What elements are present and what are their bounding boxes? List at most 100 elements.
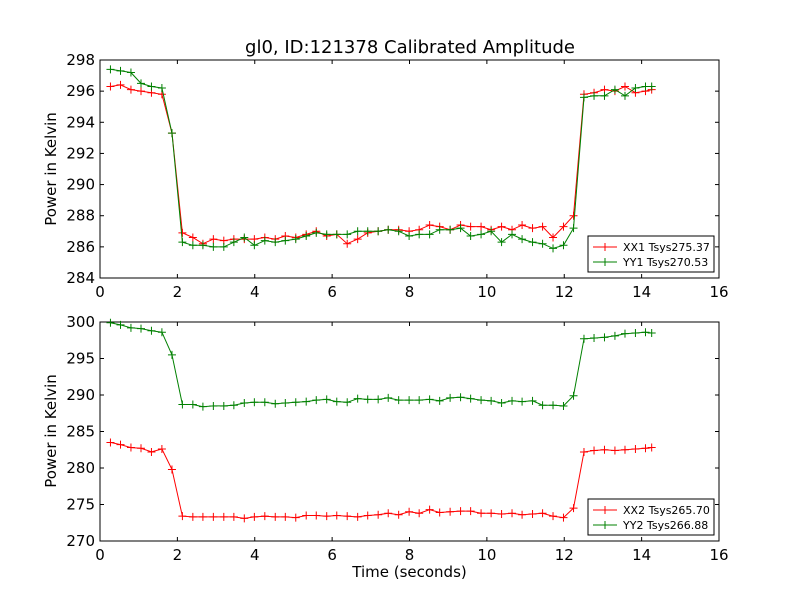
top-data-point-marker bbox=[569, 211, 578, 220]
bottom-data-point-marker bbox=[508, 396, 517, 405]
bottom-data-point-marker bbox=[126, 323, 135, 332]
top-data-point-marker bbox=[456, 224, 465, 233]
bottom-data-point-marker bbox=[126, 443, 135, 452]
bottom-data-point-marker bbox=[538, 509, 547, 518]
top-y-tick-label: 292 bbox=[66, 144, 95, 162]
top-y-tick-label: 294 bbox=[66, 113, 95, 131]
bottom-data-point-marker bbox=[116, 440, 125, 449]
top-x-tick-label: 14 bbox=[632, 283, 651, 301]
bottom-data-point-marker bbox=[116, 320, 125, 329]
top-data-point-marker bbox=[620, 91, 629, 100]
top-data-point-marker bbox=[106, 65, 115, 74]
bottom-x-tick-label: 14 bbox=[632, 546, 651, 564]
bottom-data-point-marker bbox=[435, 396, 444, 405]
top-data-point-marker bbox=[435, 225, 444, 234]
bottom-data-point-marker bbox=[579, 334, 588, 343]
bottom-data-point-marker bbox=[466, 507, 475, 516]
bottom-data-point-marker bbox=[312, 511, 321, 520]
bottom-data-point-marker bbox=[384, 509, 393, 518]
bottom-data-point-marker bbox=[260, 512, 269, 521]
bottom-data-point-marker bbox=[641, 328, 650, 337]
bottom-data-point-marker bbox=[631, 445, 640, 454]
top-data-point-marker bbox=[405, 231, 414, 240]
bottom-data-point-marker bbox=[435, 508, 444, 517]
top-data-point-marker bbox=[384, 225, 393, 234]
bottom-data-point-marker bbox=[456, 507, 465, 516]
top-data-point-marker bbox=[353, 235, 362, 244]
bottom-data-point-marker bbox=[157, 445, 166, 454]
top-data-point-marker bbox=[538, 239, 547, 248]
bottom-data-point-marker bbox=[240, 514, 249, 523]
bottom-data-point-marker bbox=[559, 401, 568, 410]
bottom-data-point-marker bbox=[188, 512, 197, 521]
top-panel: 0 2 4 6 8 10 12 14 16 284 286 288 290 292 294 296 298 Pow… bbox=[42, 51, 729, 301]
bottom-data-point-marker bbox=[353, 394, 362, 403]
bottom-legend-marker bbox=[601, 506, 609, 514]
bottom-data-point-marker bbox=[487, 509, 496, 518]
top-data-point-marker bbox=[353, 227, 362, 236]
bottom-data-point-marker bbox=[229, 401, 238, 410]
top-x-tick-label: 6 bbox=[327, 283, 337, 301]
bottom-data-point-marker bbox=[343, 398, 352, 407]
bottom-data-point-marker bbox=[610, 331, 619, 340]
bottom-data-point-marker bbox=[271, 399, 280, 408]
top-legend-marker bbox=[601, 243, 609, 251]
bottom-data-point-marker bbox=[167, 350, 176, 359]
top-data-point-marker bbox=[188, 233, 197, 242]
top-data-point-marker bbox=[466, 231, 475, 240]
top-data-point-marker bbox=[374, 227, 383, 236]
top-data-point-marker bbox=[281, 236, 290, 245]
top-data-point-marker bbox=[312, 228, 321, 237]
bottom-data-point-marker bbox=[425, 395, 434, 404]
top-data-point-marker bbox=[147, 82, 156, 91]
bottom-data-point-marker bbox=[590, 446, 599, 455]
bottom-data-point-marker bbox=[415, 396, 424, 405]
bottom-legend: XX2 Tsys265.70 YY2 Tsys266.88 bbox=[587, 498, 715, 536]
bottom-data-point-marker bbox=[363, 511, 372, 520]
bottom-data-point-marker bbox=[312, 396, 321, 405]
top-data-point-marker bbox=[219, 242, 228, 251]
top-data-point-marker bbox=[477, 230, 486, 239]
top-data-point-marker bbox=[271, 238, 280, 247]
bottom-data-point-marker bbox=[559, 513, 568, 522]
bottom-data-point-marker bbox=[497, 399, 506, 408]
bottom-data-point-marker bbox=[538, 401, 547, 410]
top-data-point-marker bbox=[250, 241, 259, 250]
bottom-x-tick-label: 0 bbox=[95, 546, 105, 564]
bottom-data-point-marker bbox=[477, 396, 486, 405]
top-data-point-marker bbox=[559, 241, 568, 250]
top-data-point-marker bbox=[559, 222, 568, 231]
bottom-data-point-marker bbox=[518, 510, 527, 519]
bottom-data-point-marker bbox=[240, 399, 249, 408]
bottom-data-point-marker bbox=[147, 326, 156, 335]
top-data-point-marker bbox=[126, 85, 135, 94]
bottom-y-tick-label: 270 bbox=[66, 532, 95, 550]
bottom-data-point-marker bbox=[281, 399, 290, 408]
top-data-point-marker bbox=[497, 238, 506, 247]
top-data-point-marker bbox=[600, 91, 609, 100]
top-data-point-marker bbox=[116, 80, 125, 89]
bottom-data-point-marker bbox=[647, 443, 656, 452]
bottom-data-point-marker bbox=[343, 512, 352, 521]
bottom-x-tick-label: 8 bbox=[405, 546, 415, 564]
top-legend: XX1 Tsys275.37 YY1 Tsys270.53 bbox=[587, 235, 715, 273]
bottom-y-tick-label: 285 bbox=[66, 423, 95, 441]
top-data-point-marker bbox=[291, 235, 300, 244]
top-data-point-marker bbox=[178, 228, 187, 237]
bottom-data-point-marker bbox=[322, 512, 331, 521]
bottom-data-point-marker bbox=[528, 509, 537, 518]
bottom-data-point-marker bbox=[229, 512, 238, 521]
top-data-point-marker bbox=[620, 82, 629, 91]
top-y-tick-label: 284 bbox=[66, 269, 95, 287]
bottom-x-tick-label: 2 bbox=[173, 546, 183, 564]
top-data-point-marker bbox=[116, 66, 125, 75]
bottom-data-point-marker bbox=[405, 507, 414, 516]
bottom-data-point-marker bbox=[549, 401, 558, 410]
bottom-data-point-marker bbox=[322, 395, 331, 404]
bottom-data-point-marker bbox=[569, 504, 578, 513]
top-data-point-marker bbox=[209, 235, 218, 244]
bottom-data-point-marker bbox=[250, 398, 259, 407]
bottom-data-point-marker bbox=[271, 512, 280, 521]
bottom-data-point-marker bbox=[497, 509, 506, 518]
top-data-point-marker bbox=[518, 235, 527, 244]
